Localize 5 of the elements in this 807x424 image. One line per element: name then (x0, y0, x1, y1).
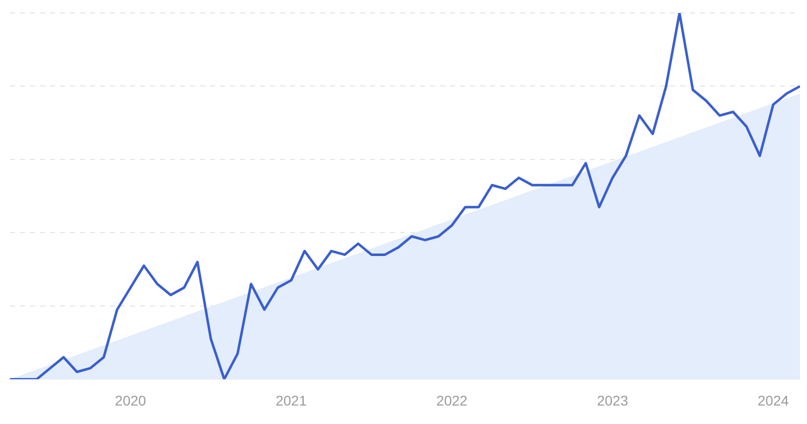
x-tick-label: 2024 (758, 392, 789, 408)
x-tick-label: 2021 (276, 392, 307, 408)
x-tick-label: 2020 (114, 392, 146, 408)
x-tick-label: 2023 (596, 392, 628, 408)
x-tick-label: 2022 (436, 392, 468, 408)
